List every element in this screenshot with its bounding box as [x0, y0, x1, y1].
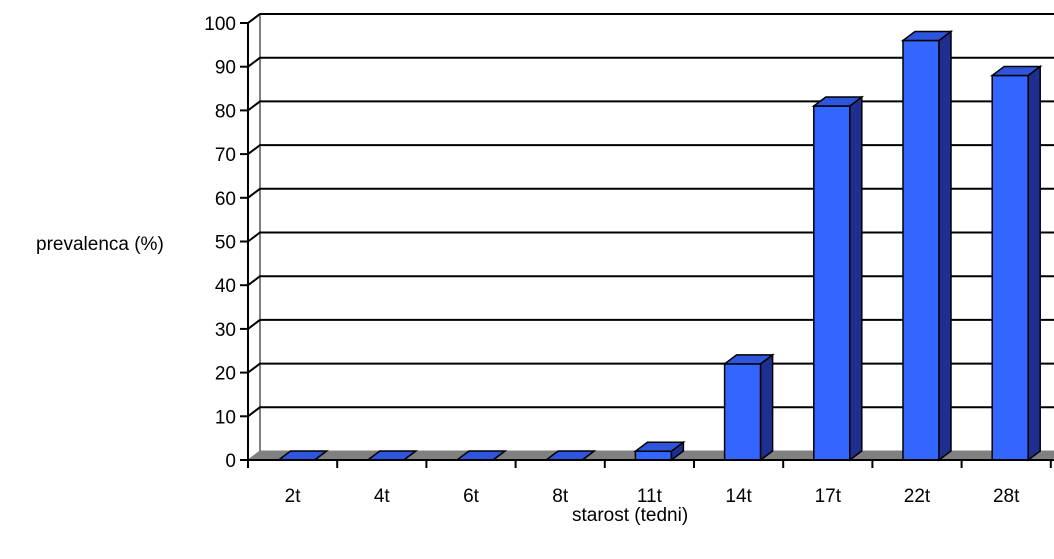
- bar-top: [811, 96, 865, 107]
- bar-front: [813, 105, 851, 461]
- bar-front: [723, 363, 762, 461]
- y-gridline: [247, 275, 1054, 287]
- bar-top: [722, 354, 775, 365]
- axes: [240, 22, 1054, 468]
- bar-top: [900, 30, 954, 42]
- bar-front: [634, 450, 673, 461]
- bar-17t: [811, 95, 865, 462]
- y-tick-label: 40: [215, 276, 236, 297]
- y-axis-title: prevalenca (%): [36, 234, 164, 255]
- gridlines: [247, 13, 1054, 418]
- x-tick-label: 14t: [725, 486, 752, 507]
- y-tick-label: 90: [215, 58, 236, 79]
- y-tick-label: 60: [215, 189, 236, 210]
- y-gridline: [247, 13, 1054, 24]
- y-gridline: [247, 406, 1054, 418]
- x-tick-label: 11t: [637, 486, 663, 507]
- y-tick-labels: 0 10 20 30 40 50 60 70 80 90 100: [204, 14, 236, 472]
- bars: [276, 29, 1043, 462]
- y-gridline: [247, 318, 1054, 330]
- x-tick-label: 6t: [463, 486, 480, 507]
- y-tick-label: 0: [225, 451, 236, 472]
- x-tick-label: 17t: [815, 486, 842, 507]
- bar-side: [1027, 64, 1041, 462]
- x-tick-labels: 2t 4t 6t 8t 11t 14t 17t 22t 28t: [285, 486, 1020, 507]
- y-gridline: [247, 187, 1054, 199]
- y-gridline: [247, 144, 1054, 155]
- x-tick-label: 2t: [285, 486, 302, 507]
- bar-11t: [633, 440, 686, 462]
- bar-8t: [543, 450, 597, 461]
- bar-side: [938, 29, 952, 462]
- bar-22t: [900, 29, 954, 462]
- bar-14t: [722, 353, 775, 462]
- bar-side: [849, 95, 863, 462]
- bar-top: [989, 65, 1043, 77]
- x-tick-label: 4t: [374, 486, 391, 507]
- y-tick-label: 10: [215, 407, 236, 428]
- bar-front: [902, 39, 940, 461]
- bar-front: [991, 74, 1029, 461]
- y-tick-label: 80: [215, 101, 236, 122]
- x-tick-label: 8t: [552, 486, 569, 507]
- y-tick-label: 100: [204, 14, 236, 35]
- y-gridline: [247, 231, 1054, 243]
- y-gridline: [247, 56, 1054, 68]
- y-tick-label: 30: [215, 320, 236, 341]
- x-tick-label: 28t: [993, 486, 1020, 507]
- y-gridline: [247, 100, 1054, 112]
- bar-side: [759, 353, 774, 462]
- y-tick-label: 70: [215, 145, 236, 166]
- x-tick-label: 22t: [904, 486, 931, 507]
- x-axis-title: starost (tedni): [572, 505, 689, 526]
- y-gridline: [247, 362, 1054, 374]
- y-tick-label: 20: [215, 364, 236, 385]
- y-tick-label: 50: [215, 233, 236, 254]
- bar-top: [633, 441, 686, 453]
- bar-28t: [989, 64, 1043, 462]
